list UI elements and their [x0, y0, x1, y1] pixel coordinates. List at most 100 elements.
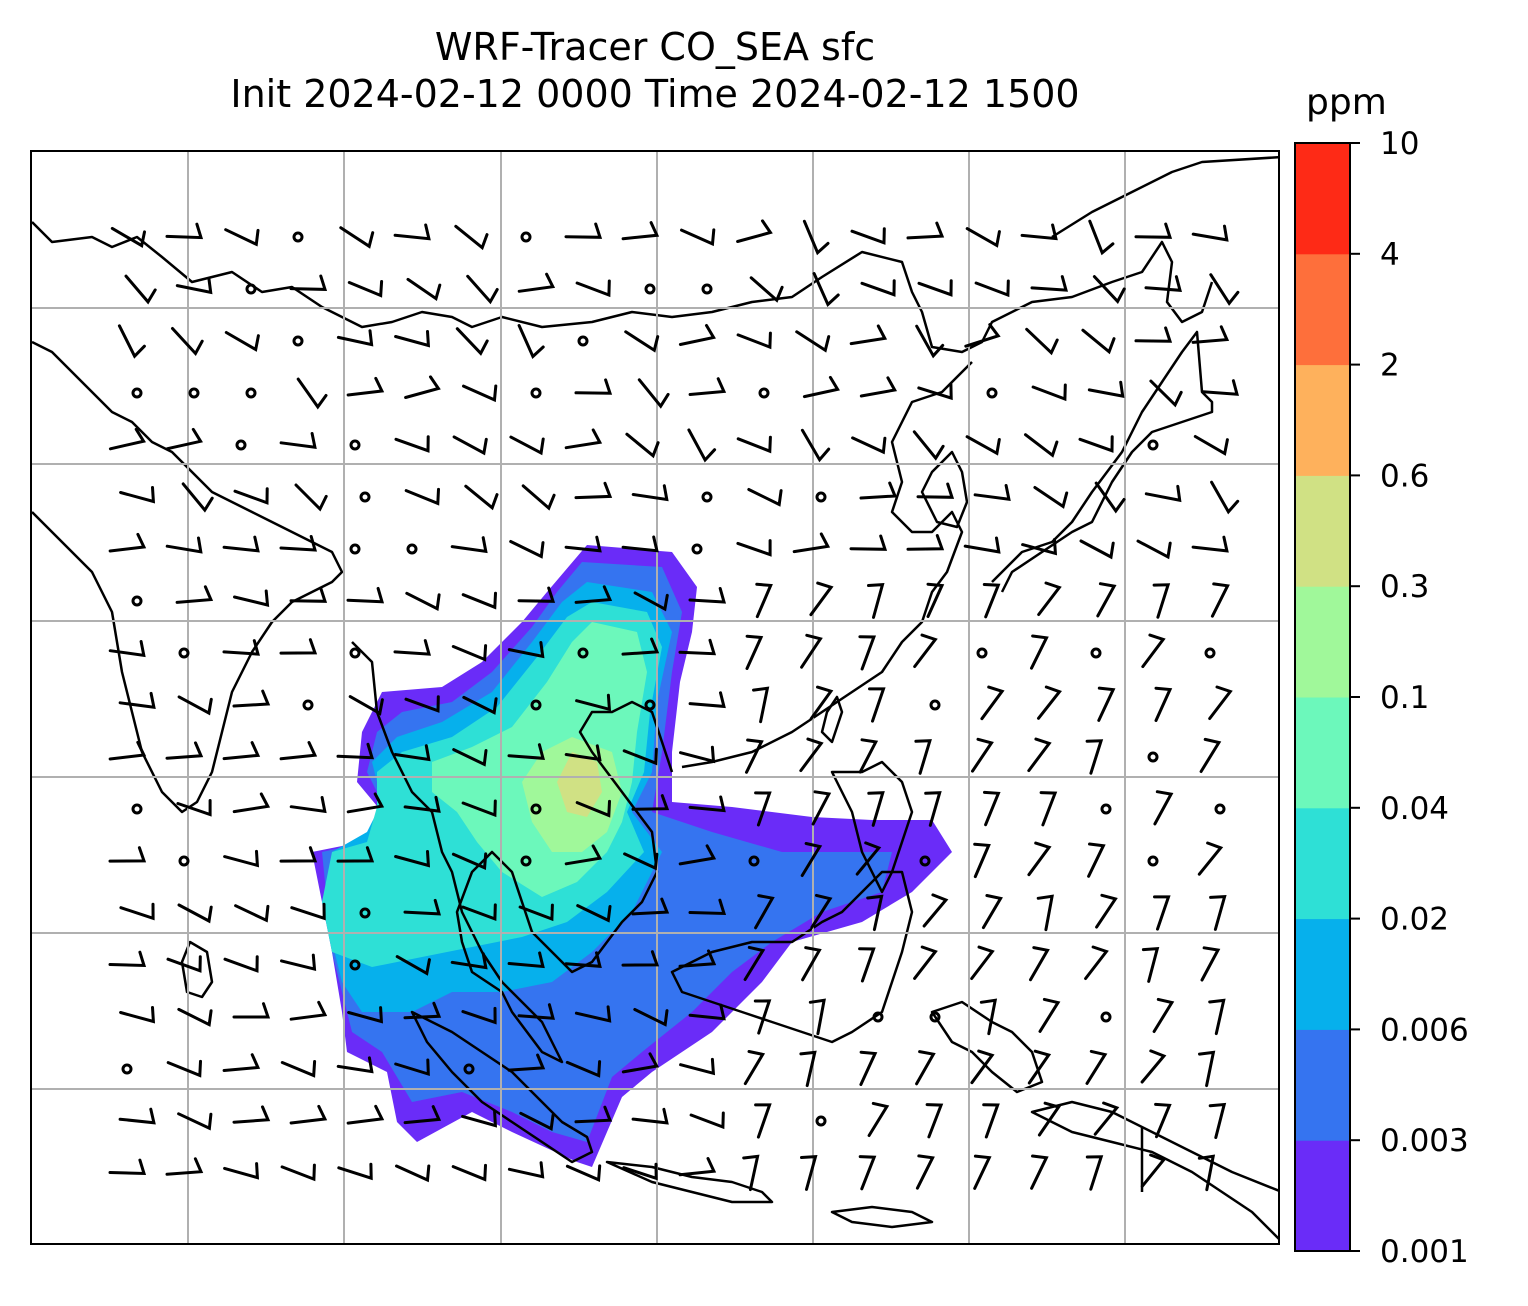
calm-wind-circle — [577, 647, 589, 659]
wind-barb — [747, 488, 783, 507]
wind-barb — [403, 795, 441, 813]
wind-barb — [108, 532, 147, 553]
wind-barb — [1197, 1154, 1216, 1192]
wind-barb — [565, 1164, 602, 1183]
wind-barb — [1210, 480, 1240, 515]
wind-barb — [509, 435, 545, 456]
wind-barb — [970, 945, 995, 980]
calm-wind-circle — [359, 491, 371, 503]
wind-barb — [119, 1006, 156, 1024]
wind-barb — [688, 377, 727, 396]
wind-barb — [858, 635, 877, 671]
calm-wind-circle — [701, 491, 713, 503]
wind-barb — [394, 1058, 430, 1077]
wind-barb — [809, 685, 834, 721]
wind-barb — [564, 222, 603, 239]
wind-barb — [1193, 435, 1229, 456]
wind-barb — [858, 1155, 877, 1191]
wind-barb — [165, 427, 203, 451]
wind-barb — [347, 280, 384, 298]
wind-barb — [745, 738, 764, 774]
wind-barb — [915, 324, 945, 359]
wind-barb — [867, 1101, 890, 1137]
wind-barb — [811, 790, 832, 826]
wind-barb — [973, 1154, 992, 1190]
wind-barb — [963, 536, 1001, 554]
wind-barb — [296, 377, 328, 410]
wind-barb — [742, 1154, 760, 1192]
coastline-asia-north — [32, 221, 1214, 354]
wind-barb — [855, 841, 882, 876]
wind-barb — [754, 791, 772, 827]
wind-barb — [1087, 842, 1106, 878]
wind-barb — [223, 849, 260, 868]
calm-wind-circle — [349, 647, 361, 659]
wind-barb — [289, 274, 328, 291]
calm-wind-circle — [178, 647, 190, 659]
wind-barb — [1027, 737, 1052, 773]
wind-barb — [124, 274, 157, 305]
wind-barb — [1078, 435, 1114, 453]
wind-barb — [633, 1008, 669, 1027]
wind-barb — [749, 276, 784, 303]
wind-barb — [743, 945, 766, 981]
wind-barb — [234, 904, 270, 923]
wind-barb — [1081, 328, 1116, 355]
coastline-new-guinea — [1030, 1100, 1278, 1240]
wind-barb — [915, 1050, 936, 1086]
calm-wind-circle — [520, 231, 532, 243]
wind-barb — [679, 1057, 716, 1076]
wind-barb — [393, 223, 431, 241]
coastline-java — [605, 1160, 774, 1204]
wind-barb — [289, 586, 328, 603]
wind-barb — [279, 846, 318, 863]
wind-barb — [336, 846, 375, 863]
wind-barb — [232, 792, 271, 814]
wind-barb — [678, 638, 717, 656]
wind-barb — [280, 1163, 316, 1182]
colorbar-tick-label: 4 — [1380, 237, 1400, 273]
wind-barb — [574, 585, 613, 604]
wind-barb — [1037, 581, 1062, 616]
wind-barb — [1154, 1102, 1172, 1139]
wind-barb — [337, 1162, 373, 1181]
wind-barb — [451, 644, 488, 662]
wind-barb — [564, 951, 602, 968]
wind-barb — [575, 693, 612, 712]
wind-barb — [973, 484, 1011, 501]
calm-wind-circle — [131, 595, 143, 607]
wind-barb — [1030, 634, 1049, 670]
wind-barb — [108, 640, 146, 658]
map-canvas — [32, 152, 1278, 1243]
wind-barb — [1036, 894, 1054, 932]
wind-barb — [108, 846, 147, 863]
wind-barb — [800, 1154, 818, 1191]
wind-barb — [110, 226, 146, 248]
wind-barb — [860, 279, 896, 297]
wind-barb — [279, 741, 318, 761]
wind-barb — [849, 534, 888, 551]
wind-barb — [517, 586, 556, 603]
colorbar-tick-label: 0.1 — [1380, 680, 1429, 716]
calm-wind-circle — [1204, 647, 1216, 659]
wind-barb — [108, 427, 146, 451]
wind-barb — [912, 430, 945, 461]
colorbar-swatch — [1295, 1140, 1350, 1252]
wind-barb — [688, 691, 726, 709]
wind-barb — [224, 228, 260, 247]
colorbar-swatch — [1295, 697, 1350, 809]
colorbar-swatch — [1295, 807, 1350, 920]
wind-barb — [802, 219, 830, 256]
wind-barb — [1093, 1101, 1120, 1136]
wind-barb — [800, 428, 831, 463]
wind-barb — [1037, 1101, 1062, 1137]
plot-title: WRF-Tracer CO_SEA sfc Init 2024-02-12 00… — [30, 24, 1280, 118]
wind-barb — [517, 272, 556, 293]
wind-barb — [564, 844, 603, 866]
wind-barb — [1038, 997, 1061, 1033]
wind-barb — [859, 481, 898, 500]
wind-barb — [290, 902, 326, 921]
wind-barb — [802, 375, 840, 399]
calm-wind-circle — [131, 387, 143, 399]
wind-barb — [858, 947, 876, 983]
